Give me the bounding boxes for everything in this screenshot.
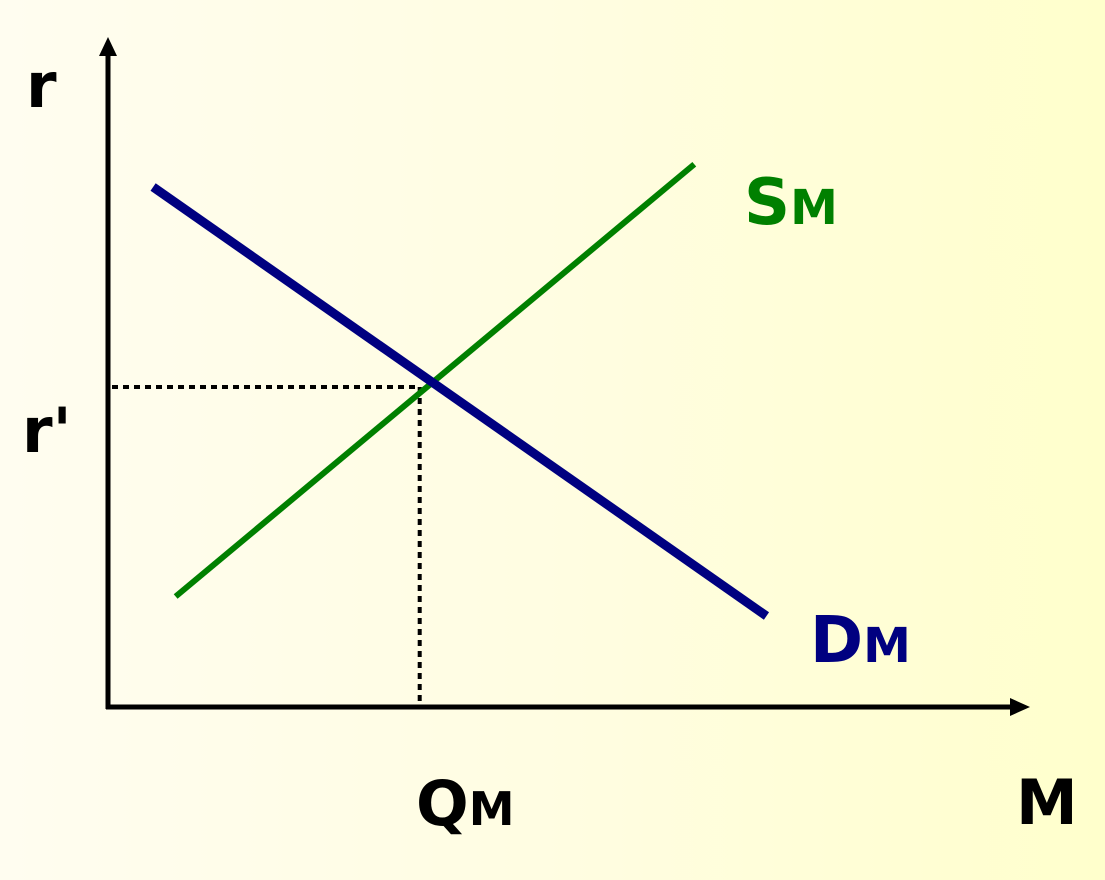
y-axis-arrow-icon (99, 37, 117, 56)
supply-curve-label-main: S (744, 166, 790, 240)
supply-curve-label-sub: M (790, 180, 838, 236)
y-axis-label: r (26, 49, 57, 122)
equilibrium-quantity-label-sub: M (469, 782, 515, 836)
demand-curve-label: DM (810, 604, 911, 678)
equilibrium-quantity-label: QM (416, 767, 515, 840)
demand-curve-label-main: D (810, 604, 863, 678)
equilibrium-quantity-label-main: Q (416, 767, 469, 840)
equilibrium-rate-label: r' (22, 394, 72, 467)
x-axis-label: M (1016, 766, 1078, 839)
demand-curve-line (150, 183, 770, 620)
x-axis-arrow-icon (1010, 698, 1030, 716)
demand-curve-label-sub: M (863, 618, 911, 674)
supply-curve-label: SM (744, 166, 838, 240)
